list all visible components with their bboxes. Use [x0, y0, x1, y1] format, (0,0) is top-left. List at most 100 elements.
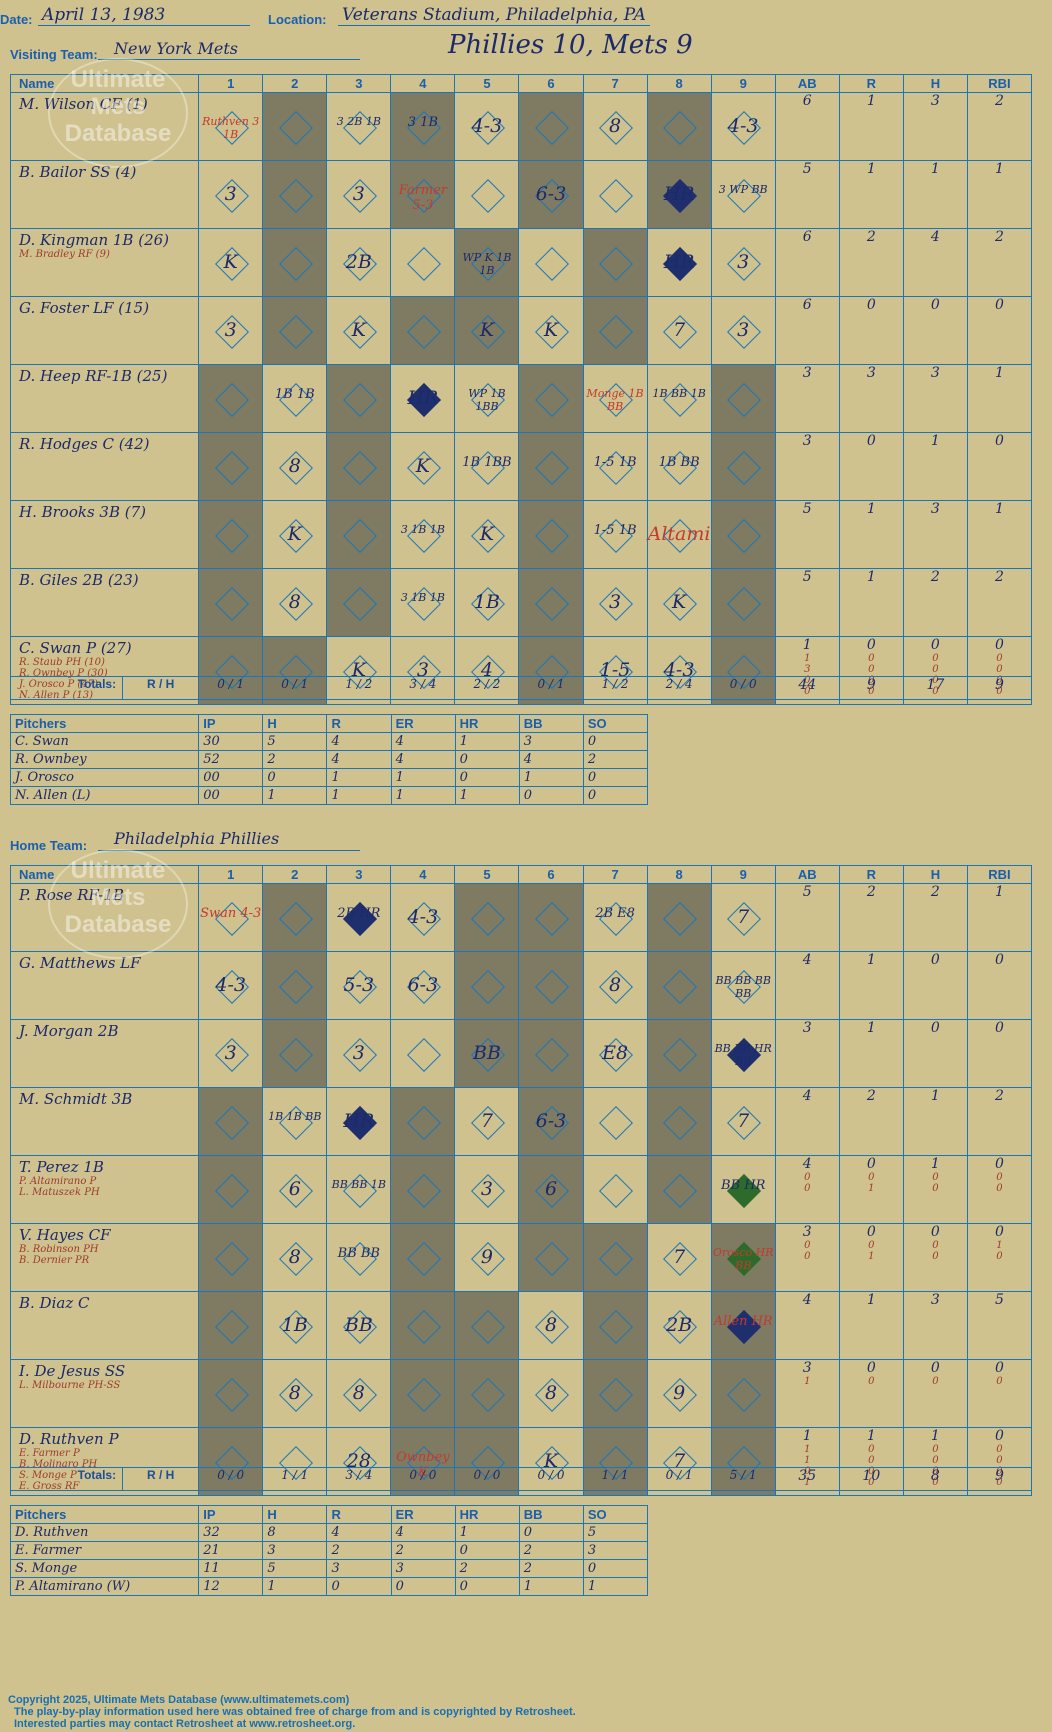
column-header-inning-5: 5 — [454, 865, 520, 884]
play-result: Allen HR — [713, 1314, 773, 1329]
inning-cell: WP 1B 1BB — [454, 364, 520, 433]
inning-cell: 1B — [262, 1291, 328, 1360]
base-diamond-icon — [214, 382, 249, 417]
pitchers-header-bb: BB — [518, 714, 584, 733]
play-result: 1-5 1B — [593, 455, 637, 470]
base-diamond-icon — [406, 1241, 441, 1276]
inning-cell: 7 — [710, 883, 776, 952]
play-result: 3 1B — [407, 115, 438, 130]
pitcher-stat: 1 — [454, 732, 520, 751]
base-diamond-icon — [406, 314, 441, 349]
home-scorecard: Name 1 2 3 4 5 6 7 8 9 AB R H RBI P. Rose RF-1B Swan 4-… — [9, 865, 1033, 1496]
base-diamond-icon — [278, 246, 313, 281]
sub-stat-value: 1 — [804, 1444, 811, 1455]
play-result: 3 — [480, 1178, 493, 1200]
inning-cell — [518, 883, 584, 952]
play-result: 5-3 — [343, 974, 375, 996]
inning-cell: 3 1B — [390, 92, 456, 161]
batter-name: I. De Jesus SS — [19, 1362, 126, 1380]
inning-cell: 1B — [454, 568, 520, 637]
total-h: 17 — [902, 676, 968, 700]
batter-row: D. Heep RF-1B (25) 1B 1B HR WP 1B 1BB Monge … — [9, 364, 1033, 433]
inning-cell: Orosco HR BB — [710, 1223, 776, 1292]
base-diamond-icon — [599, 1241, 634, 1276]
stat-ab: 3 — [774, 364, 840, 433]
pitcher-stat: 00 — [198, 786, 264, 805]
batter-name-cell: G. Foster LF (15) — [9, 296, 200, 365]
stat-value: 2 — [930, 569, 940, 585]
stat-rbi: 0 — [966, 951, 1033, 1020]
pitcher-stat: 3 — [262, 1541, 328, 1560]
batter-row: B. Diaz C 1B BB 8 2B Allen HR 4 1 3 5 — [9, 1291, 1033, 1360]
inning-cell: 1-5 1B — [582, 500, 648, 569]
inning-cell — [518, 92, 584, 161]
batter-name-cell: V. Hayes CF B. Robinson PH B. Dernier PR — [9, 1223, 200, 1292]
inning-cell: 3 1B 1B — [390, 568, 456, 637]
play-result: 8 — [288, 591, 301, 613]
sub-stat-value: 0 — [804, 1183, 811, 1194]
stat-value: 1 — [802, 1428, 812, 1444]
stat-value: 4 — [930, 229, 940, 245]
pitcher-stat: 3 — [326, 1559, 392, 1578]
play-result: 9 — [673, 1382, 686, 1404]
inning-cell: 8 — [326, 1359, 392, 1428]
base-diamond-icon — [599, 314, 634, 349]
sub-stat-value: 0 — [996, 1455, 1003, 1466]
play-result: 3 — [737, 251, 750, 273]
inning-cell: BB — [326, 1291, 392, 1360]
pitchers-header-h: H — [262, 714, 328, 733]
stat-r: 1 — [838, 568, 904, 637]
stat-rbi: 2 — [966, 92, 1033, 161]
pitcher-name: P. Altamirano (W) — [9, 1577, 200, 1596]
play-result: 3 1B 1B — [400, 523, 445, 536]
play-result: 4-3 — [727, 115, 759, 137]
inning-total: 0 / 0 — [198, 1467, 264, 1491]
play-result: 6-3 — [535, 183, 567, 205]
stat-value: 1 — [802, 637, 812, 653]
pitcher-name: R. Ownbey — [9, 750, 200, 769]
inning-cell — [262, 228, 328, 297]
pitcher-stat: 0 — [454, 1541, 520, 1560]
stat-h: 2 — [902, 568, 968, 637]
inning-cell — [454, 1359, 520, 1428]
inning-cell: 4-3 — [198, 951, 264, 1020]
inning-cell — [710, 568, 776, 637]
inning-cell — [582, 1359, 648, 1428]
base-diamond-icon — [214, 450, 249, 485]
stat-r: 2 — [838, 228, 904, 297]
stat-r: 1 — [838, 160, 904, 229]
sub-stat-value: 3 — [804, 664, 811, 675]
sub-stat-value: 0 — [932, 1183, 939, 1194]
stat-value: 1 — [930, 433, 940, 449]
play-result: 8 — [609, 974, 622, 996]
stat-rbi: 2 — [966, 1087, 1033, 1156]
base-diamond-icon — [663, 969, 698, 1004]
stat-value: 1 — [866, 93, 876, 109]
pitcher-stat: 52 — [198, 750, 264, 769]
inning-cell: 3 — [710, 296, 776, 365]
inning-cell — [390, 1087, 456, 1156]
play-result: BB — [472, 1042, 501, 1064]
batter-name: G. Foster LF (15) — [19, 299, 150, 317]
base-diamond-icon — [278, 1037, 313, 1072]
base-diamond-icon — [727, 586, 762, 621]
base-diamond-icon — [535, 1241, 569, 1276]
batter-row: B. Bailor SS (4) 3 3 Farmer 5-3 6-3 HR 3 WP BB… — [9, 160, 1033, 229]
inning-cell — [582, 160, 648, 229]
play-result: 3 — [737, 319, 750, 341]
play-result: 3 — [224, 1042, 237, 1064]
batter-name: C. Swan P (27) — [19, 639, 132, 657]
play-result: 3 2B 1B — [336, 115, 381, 128]
column-header-h: H — [902, 74, 968, 93]
inning-cell: 3 — [454, 1155, 520, 1224]
stat-value: 3 — [802, 1360, 812, 1376]
inning-cell: 1B BB — [646, 432, 712, 501]
inning-cell — [326, 568, 392, 637]
pitcher-stat: 4 — [390, 732, 456, 751]
pitcher-row: C. Swan 30 5 4 4 1 3 0 — [9, 732, 649, 751]
batter-name-cell: B. Giles 2B (23) — [9, 568, 200, 637]
pitcher-stat: 1 — [390, 786, 456, 805]
visitors-scorecard: Name 1 2 3 4 5 6 7 8 9 AB R H RBI M. Wilson CF (1) Ruth… — [9, 74, 1033, 705]
stat-value: 1 — [866, 1292, 876, 1308]
base-diamond-icon — [278, 314, 313, 349]
